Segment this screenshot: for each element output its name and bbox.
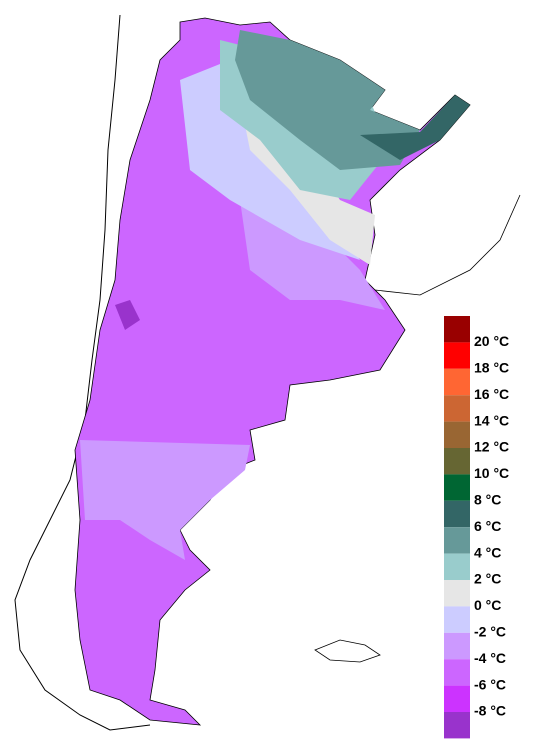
zone-6 [360,95,470,160]
legend-swatch [444,659,470,686]
legend-label: 18 °C [474,360,509,376]
legend-label: 14 °C [474,412,509,428]
legend-label: 16 °C [474,386,509,402]
legend-swatch [444,553,470,580]
legend-swatch [444,685,470,712]
legend-label: 0 °C [474,597,501,613]
legend-swatch [444,500,470,528]
legend-swatch [444,316,470,343]
uruguay-outline [374,194,521,296]
legend-swatch [444,368,470,396]
legend-swatch [444,527,470,554]
legend: 20 °C 18 °C 16 °C 14 °C 12 °C 10 °C 8 °C 6 °C 4 … [444,316,509,739]
legend-swatch [444,395,470,422]
legend-swatch [444,712,470,739]
legend-label: -8 °C [474,703,506,719]
legend-swatch [444,448,470,475]
zone-minus4 [240,200,385,310]
falklands [314,639,381,663]
legend-swatch [444,421,470,448]
legend-label: 12 °C [474,439,509,455]
legend-swatch [444,606,470,633]
legend-label: 6 °C [474,518,501,534]
legend-label: 10 °C [474,465,509,481]
legend-swatch [444,632,470,660]
zone-minus8 [115,300,140,330]
legend-label: -2 °C [474,624,506,640]
zone-minus4 [80,440,250,560]
legend-label: 8 °C [474,492,501,508]
legend-swatch [444,474,470,501]
legend-label: -6 °C [474,676,506,692]
legend-swatch [444,580,470,607]
legend-label: 2 °C [474,571,501,587]
legend-label: 4 °C [474,544,501,560]
legend-swatch [444,342,470,369]
legend-label: -4 °C [474,650,506,666]
chile-outline [14,14,151,731]
legend-label: 20 °C [474,333,509,349]
